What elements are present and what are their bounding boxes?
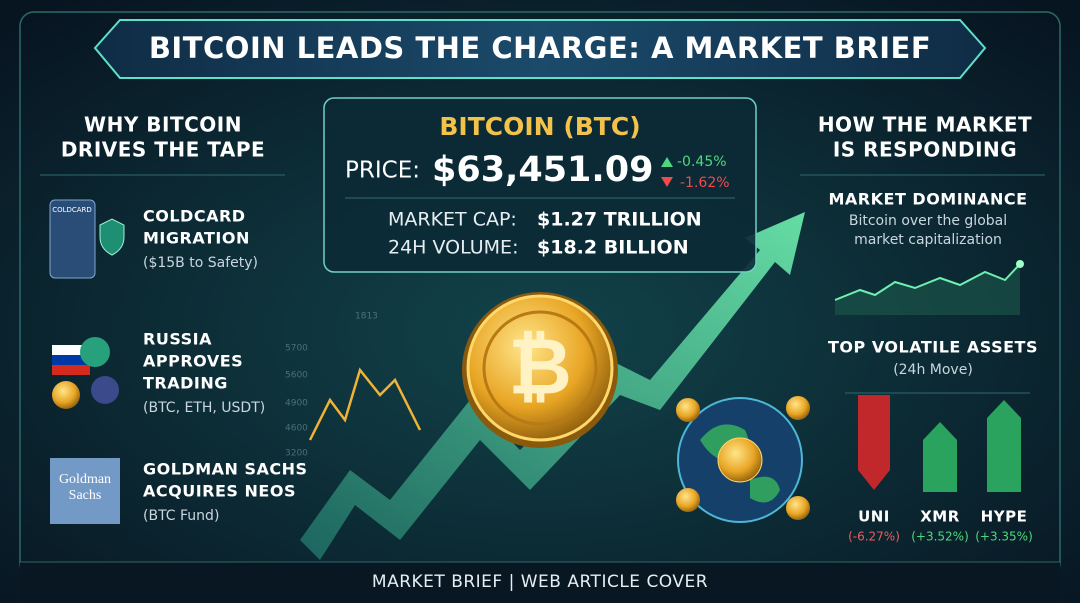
- dominance-title: MARKET DOMINANCE: [828, 190, 1027, 209]
- footer-text: MARKET BRIEF | WEB ARTICLE COVER: [372, 572, 708, 592]
- eth-icon: [91, 376, 119, 404]
- market-cap-label: MARKET CAP:: [388, 209, 517, 231]
- asset-name: XMR: [920, 508, 960, 526]
- price-label: PRICE:: [345, 158, 420, 184]
- title: BITCOIN LEADS THE CHARGE: A MARKET BRIEF: [149, 31, 931, 65]
- small-coin: [676, 398, 700, 422]
- dominance-text: Bitcoin over the global: [849, 213, 1007, 229]
- rising-arrow: [300, 212, 805, 560]
- wallet-icon: [49, 199, 96, 279]
- dominance-area: [835, 264, 1020, 315]
- footer-bar: [20, 562, 1060, 603]
- asset-name: UNI: [858, 508, 890, 526]
- volume-label: 24H VOLUME:: [388, 237, 518, 259]
- uni-arrow: [858, 395, 890, 490]
- market-cap: $1.27 TRILLION: [537, 209, 702, 231]
- icon-text: COLDCARD: [52, 206, 92, 214]
- item-subtitle: ($15B to Safety): [143, 255, 258, 271]
- coin-ring: [482, 310, 598, 426]
- item-subtitle: (BTC Fund): [143, 508, 219, 524]
- dominance-line: [834, 263, 1021, 301]
- price: $63,451.09: [432, 150, 653, 190]
- item-title: TRADING: [143, 374, 228, 393]
- item-title: GOLDMAN SACHS: [143, 460, 308, 479]
- bg-tick: 5700: [285, 344, 308, 354]
- item-title: COLDCARD: [143, 207, 246, 226]
- item-title: MIGRATION: [143, 229, 250, 248]
- change-down: -1.62%: [680, 175, 730, 191]
- coin-name: BITCOIN (BTC): [439, 112, 640, 141]
- left-heading: WHY BITCOIN: [84, 113, 242, 137]
- dominance-dot: [1016, 260, 1024, 268]
- item-title: APPROVES: [143, 352, 243, 371]
- globe-land: [700, 424, 780, 503]
- asset-name: HYPE: [981, 508, 1028, 526]
- btc-icon: [52, 381, 80, 409]
- bg-tick: 4900: [285, 399, 308, 409]
- volatile-subtitle: (24h Move): [893, 362, 973, 378]
- flag-icon: [52, 365, 90, 375]
- small-coin: [786, 396, 810, 420]
- globe-coin: [717, 437, 763, 483]
- right-heading: IS RESPONDING: [833, 138, 1017, 162]
- change-up: -0.45%: [677, 154, 727, 170]
- flag-icon: [52, 355, 90, 365]
- title-banner: [93, 19, 987, 79]
- item-subtitle: (BTC, ETH, USDT): [143, 400, 265, 416]
- asset-move: (+3.35%): [975, 530, 1033, 544]
- volume: $18.2 BILLION: [537, 237, 689, 259]
- hype-arrow: [987, 400, 1021, 492]
- price-panel: [323, 97, 757, 273]
- right-heading: HOW THE MARKET: [818, 113, 1032, 137]
- item-title: ACQUIRES NEOS: [143, 482, 296, 501]
- bg-tick: 3200: [285, 449, 308, 459]
- logo-text: Goldman: [59, 472, 111, 487]
- volatile-title: TOP VOLATILE ASSETS: [828, 338, 1038, 357]
- asset-move: (+3.52%): [911, 530, 969, 544]
- decor-line: [308, 367, 422, 441]
- shield-icon: [99, 218, 125, 256]
- logo-text: Sachs: [69, 488, 102, 503]
- left-heading: DRIVES THE TAPE: [61, 138, 265, 162]
- coin-symbol: ₿: [508, 322, 572, 412]
- coin: [466, 294, 614, 442]
- asset-move: (-6.27%): [848, 530, 900, 544]
- usdt-icon: [80, 337, 110, 367]
- down-icon: [661, 177, 673, 187]
- small-coin: [786, 496, 810, 520]
- item-title: RUSSIA: [143, 330, 212, 349]
- bg-tick: 1813: [355, 312, 378, 322]
- xmr-arrow: [923, 422, 957, 492]
- small-coin: [676, 488, 700, 512]
- bg-tick: 5600: [285, 371, 308, 381]
- up-icon: [661, 157, 673, 167]
- goldman-logo: [50, 458, 120, 524]
- dominance-text: market capitalization: [854, 232, 1002, 248]
- bg-tick: 4600: [285, 424, 308, 434]
